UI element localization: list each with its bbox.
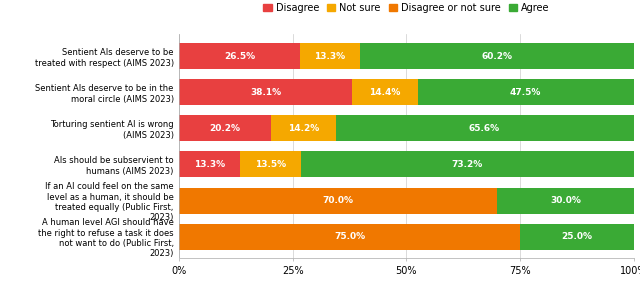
Text: 60.2%: 60.2% <box>481 52 513 61</box>
Bar <box>179 152 239 177</box>
Text: 70.0%: 70.0% <box>323 196 354 205</box>
Bar <box>179 224 520 250</box>
Text: 26.5%: 26.5% <box>224 52 255 61</box>
Text: 20.2%: 20.2% <box>209 124 241 133</box>
Text: 25.0%: 25.0% <box>561 232 592 241</box>
Text: 14.2%: 14.2% <box>287 124 319 133</box>
Text: 30.0%: 30.0% <box>550 196 581 205</box>
Text: 75.0%: 75.0% <box>334 232 365 241</box>
Bar <box>418 79 634 105</box>
Bar <box>179 115 271 141</box>
Bar <box>179 187 497 214</box>
Text: 13.3%: 13.3% <box>314 52 346 61</box>
Bar <box>353 79 418 105</box>
Bar <box>360 43 634 69</box>
Bar <box>520 224 634 250</box>
Bar <box>179 43 300 69</box>
Bar <box>497 187 634 214</box>
Text: 13.3%: 13.3% <box>194 160 225 169</box>
Bar <box>335 115 634 141</box>
Text: 65.6%: 65.6% <box>469 124 500 133</box>
Text: 38.1%: 38.1% <box>250 88 282 97</box>
Bar <box>301 152 634 177</box>
Text: 73.2%: 73.2% <box>452 160 483 169</box>
Text: 14.4%: 14.4% <box>369 88 401 97</box>
Bar <box>300 43 360 69</box>
Bar <box>239 152 301 177</box>
Text: 47.5%: 47.5% <box>510 88 541 97</box>
Bar <box>271 115 335 141</box>
Bar <box>179 79 353 105</box>
Legend: Disagree, Not sure, Disagree or not sure, Agree: Disagree, Not sure, Disagree or not sure… <box>259 0 554 17</box>
Text: 13.5%: 13.5% <box>255 160 286 169</box>
